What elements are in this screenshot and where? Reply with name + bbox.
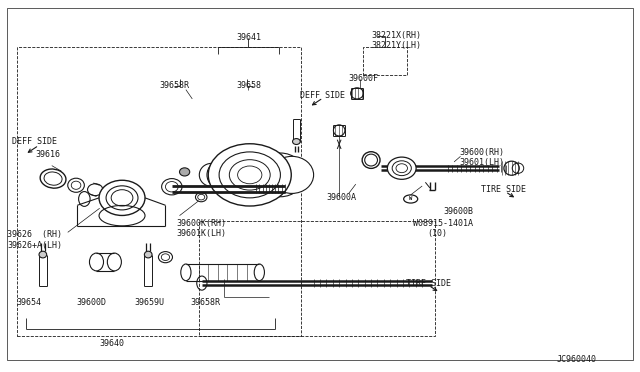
Text: 39616: 39616 [36, 150, 61, 159]
Text: W: W [409, 196, 412, 202]
Ellipse shape [243, 151, 294, 199]
Ellipse shape [362, 152, 380, 169]
Text: 39626+A(LH): 39626+A(LH) [7, 241, 62, 250]
Text: 39626  (RH): 39626 (RH) [7, 230, 62, 239]
Ellipse shape [99, 180, 145, 215]
Ellipse shape [207, 160, 239, 190]
Ellipse shape [292, 138, 300, 144]
Text: (10): (10) [428, 229, 447, 238]
Ellipse shape [223, 154, 269, 196]
Bar [17, 47, 301, 336]
Ellipse shape [39, 251, 47, 258]
Ellipse shape [214, 157, 254, 193]
Ellipse shape [179, 168, 189, 176]
Text: 39659U: 39659U [135, 298, 165, 307]
Text: 39601K(LH): 39601K(LH) [176, 228, 227, 238]
Text: 39600B: 39600B [444, 208, 473, 217]
Ellipse shape [199, 163, 223, 186]
Text: 39641: 39641 [236, 33, 261, 42]
Text: 39600K(RH): 39600K(RH) [176, 219, 227, 228]
Text: JC960040: JC960040 [556, 355, 596, 364]
Ellipse shape [208, 144, 291, 206]
Ellipse shape [145, 251, 152, 258]
Bar [198, 221, 435, 336]
Text: TIRE SIDE: TIRE SIDE [481, 185, 526, 194]
Ellipse shape [256, 153, 305, 197]
Text: TIRE SIDE: TIRE SIDE [406, 279, 451, 288]
Ellipse shape [232, 152, 282, 198]
Text: DEFF SIDE: DEFF SIDE [300, 91, 344, 100]
Text: 39654: 39654 [17, 298, 42, 307]
Text: 38221Y(LH): 38221Y(LH) [371, 41, 421, 51]
Text: 39600A: 39600A [326, 193, 356, 202]
Text: 39600F: 39600F [349, 74, 379, 83]
Text: DEFF SIDE: DEFF SIDE [12, 137, 57, 146]
Ellipse shape [270, 156, 314, 193]
Bar [364, 47, 407, 75]
Text: W08915-1401A: W08915-1401A [413, 219, 472, 228]
Text: 39601(LH): 39601(LH) [460, 158, 504, 167]
Text: 39640: 39640 [100, 339, 125, 348]
Text: 38221X(RH): 38221X(RH) [371, 31, 421, 41]
Text: 39658R: 39658R [190, 298, 220, 307]
Text: 39658: 39658 [236, 81, 261, 90]
Text: 39600(RH): 39600(RH) [460, 148, 504, 157]
Ellipse shape [387, 157, 416, 179]
Text: 39658R: 39658R [159, 81, 189, 90]
Text: 39600D: 39600D [76, 298, 106, 307]
